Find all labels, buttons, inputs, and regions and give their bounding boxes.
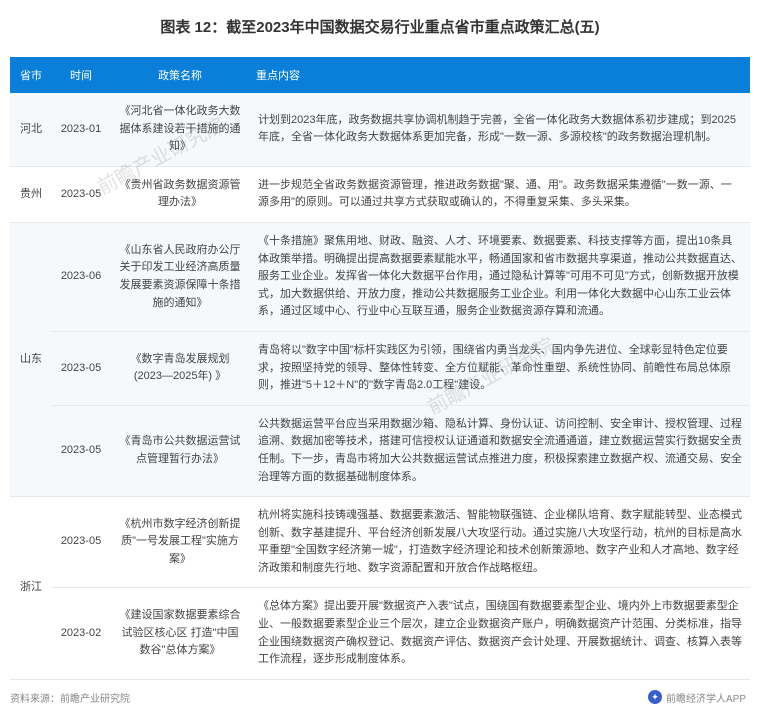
cell-time: 2023-05: [52, 497, 110, 588]
table-row: 河北 2023-01 《河北省一体化政务大数据体系建设若干措施的通知》 计划到2…: [10, 93, 750, 166]
cell-time: 2023-02: [52, 588, 110, 679]
cell-policy: 《青岛市公共数据运营试点管理暂行办法》: [110, 405, 250, 496]
table-row: 2023-05 《青岛市公共数据运营试点管理暂行办法》 公共数据运营平台应当采用…: [10, 405, 750, 496]
chart-title: 图表 12：截至2023年中国数据交易行业重点省市重点政策汇总(五): [10, 16, 750, 37]
cell-policy: 《杭州市数字经济创新提质"一号发展工程"实施方案》: [110, 497, 250, 588]
cell-content: 进一步规范全省政务数据资源管理，推进政务数据"聚、通、用"。政务数据采集遵循"一…: [250, 166, 750, 222]
header-province: 省市: [10, 57, 52, 93]
header-policy: 政策名称: [110, 57, 250, 93]
cell-province: 河北: [10, 93, 52, 166]
header-time: 时间: [52, 57, 110, 93]
cell-time: 2023-01: [52, 93, 110, 166]
footer-brand-text: 前瞻经济学人APP: [666, 690, 746, 705]
header-content: 重点内容: [250, 57, 750, 93]
cell-content: 杭州将实施科技铸魂强基、数据要素激活、智能物联强链、企业梯队培育、数字赋能转型、…: [250, 497, 750, 588]
cell-time: 2023-05: [52, 331, 110, 405]
cell-province: 贵州: [10, 166, 52, 222]
cell-content: 青岛将以"数字中国"标杆实践区为引领，围绕省内勇当龙头、国内争先进位、全球彰显特…: [250, 331, 750, 405]
cell-policy: 《山东省人民政府办公厅关于印发工业经济高质量发展要素资源保障十条措施的通知》: [110, 222, 250, 331]
cell-province: 山东: [10, 222, 52, 496]
cell-content: 计划到2023年底，政务数据共享协调机制趋于完善，全省一体化政务大数据体系初步建…: [250, 93, 750, 166]
brand-icon: ✦: [648, 690, 662, 704]
policy-table: 省市 时间 政策名称 重点内容 河北 2023-01 《河北省一体化政务大数据体…: [10, 57, 750, 680]
cell-time: 2023-05: [52, 166, 110, 222]
cell-time: 2023-05: [52, 405, 110, 496]
cell-policy: 《建设国家数据要素综合试验区核心区 打造"中国数谷"总体方案》: [110, 588, 250, 679]
table-row: 贵州 2023-05 《贵州省政务数据资源管理办法》 进一步规范全省政务数据资源…: [10, 166, 750, 222]
cell-policy: 《数字青岛发展规划 (2023—2025年) 》: [110, 331, 250, 405]
cell-content: 《总体方案》提出要开展"数据资产入表"试点，围绕国有数据要素型企业、境内外上市数…: [250, 588, 750, 679]
table-row: 浙江 2023-05 《杭州市数字经济创新提质"一号发展工程"实施方案》 杭州将…: [10, 497, 750, 588]
source-label: 资料来源：前瞻产业研究院: [10, 690, 750, 705]
footer-brand: ✦ 前瞻经济学人APP: [648, 690, 746, 705]
cell-time: 2023-06: [52, 222, 110, 331]
cell-policy: 《河北省一体化政务大数据体系建设若干措施的通知》: [110, 93, 250, 166]
cell-province: 浙江: [10, 497, 52, 680]
cell-policy: 《贵州省政务数据资源管理办法》: [110, 166, 250, 222]
cell-content: 公共数据运营平台应当采用数据沙箱、隐私计算、身份认证、访问控制、安全审计、授权管…: [250, 405, 750, 496]
cell-content: 《十条措施》聚焦用地、财政、融资、人才、环境要素、数据要素、科技支撑等方面，提出…: [250, 222, 750, 331]
table-row: 2023-05 《数字青岛发展规划 (2023—2025年) 》 青岛将以"数字…: [10, 331, 750, 405]
table-row: 2023-02 《建设国家数据要素综合试验区核心区 打造"中国数谷"总体方案》 …: [10, 588, 750, 679]
table-row: 山东 2023-06 《山东省人民政府办公厅关于印发工业经济高质量发展要素资源保…: [10, 222, 750, 331]
table-header-row: 省市 时间 政策名称 重点内容: [10, 57, 750, 93]
